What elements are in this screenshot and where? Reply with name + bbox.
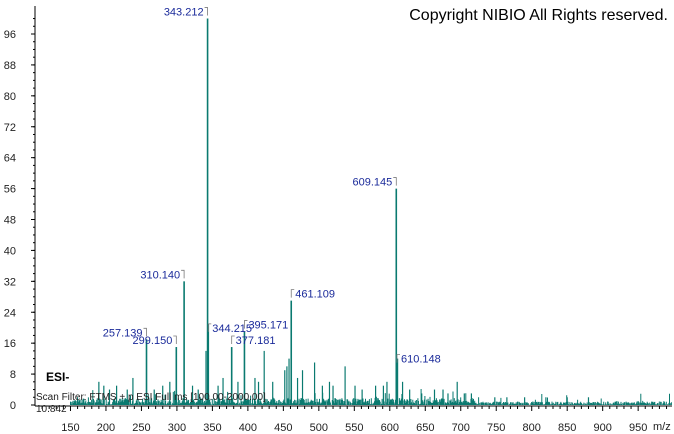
y-tick-label: 72 <box>4 122 16 134</box>
peak-label-299-150: 299.150 <box>133 335 173 347</box>
peak-label-bracket <box>244 320 248 329</box>
x-tick-label: 900 <box>593 422 611 434</box>
y-tick-label: 48 <box>4 215 16 227</box>
x-tick-label: 250 <box>132 422 150 434</box>
peak-label-bracket <box>181 269 185 279</box>
y-tick-label: 0 <box>10 400 16 412</box>
peak-label-bracket <box>173 335 177 345</box>
peak-label-610-148: 610.148 <box>401 354 441 366</box>
x-tick-label: 500 <box>310 422 328 434</box>
axes <box>34 6 672 407</box>
peak-label-bracket <box>231 335 235 345</box>
x-tick-label: 700 <box>452 422 470 434</box>
x-tick-label: 850 <box>558 422 576 434</box>
x-tick-label: 450 <box>274 422 292 434</box>
peak-label-bracket <box>204 7 208 16</box>
x-tick-label: 650 <box>416 422 434 434</box>
peak-label-bracket <box>207 323 212 332</box>
x-tick-label: 400 <box>239 422 257 434</box>
y-ticks: 0 8 16 24 32 40 48 56 64 72 80 88 96 <box>4 18 35 412</box>
y-tick-label: 56 <box>4 184 16 196</box>
copyright-text: Copyright NIBIO All Rights reserved. <box>409 7 668 24</box>
x-tick-label: 550 <box>345 422 363 434</box>
y-tick-label: 88 <box>4 60 16 72</box>
y-tick-label: 40 <box>4 245 16 257</box>
peak-labels: 343.212 609.145 310.140 461.109 344.215 299.1… <box>103 7 441 366</box>
x-tick-label: 300 <box>168 422 186 434</box>
peak-label-344-215: 344.215 <box>212 323 252 335</box>
y-tick-label: 64 <box>4 153 16 165</box>
y-tick-label: 32 <box>4 276 16 288</box>
x-tick-label: 950 <box>629 422 647 434</box>
scan-filter-text: Scan Filter: FTMS + p ESI Full ms [100.0… <box>36 392 266 403</box>
y-tick-label: 24 <box>4 307 16 319</box>
ion-mode-label: ESI- <box>46 370 69 384</box>
peak-label-257-139: 257.139 <box>103 327 143 339</box>
x-ticks: 150 200 250 300 350 400 450 500 550 600 650 700 750 8… <box>41 406 668 434</box>
x-tick-label: 800 <box>523 422 541 434</box>
peak-label-310-140: 310.140 <box>140 269 180 281</box>
x-tick-label: 150 <box>61 422 79 434</box>
retention-time-value: 10.842 <box>36 404 67 415</box>
labeled-peaks <box>145 18 398 405</box>
peak-label-395-171: 395.171 <box>248 320 288 332</box>
y-tick-label: 80 <box>4 91 16 103</box>
peak-label-377-181: 377.181 <box>236 335 276 347</box>
x-axis-label: m/z <box>653 421 671 433</box>
x-tick-label: 350 <box>203 422 221 434</box>
peak-label-609-145: 609.145 <box>353 177 393 189</box>
peak-label-bracket <box>396 354 400 363</box>
peak-label-bracket <box>290 289 295 298</box>
x-tick-label: 600 <box>381 422 399 434</box>
peak-label-bracket <box>143 327 147 337</box>
peak-label-461-109: 461.109 <box>295 289 335 301</box>
peak-label-bracket <box>393 177 397 186</box>
x-tick-label: 200 <box>97 422 115 434</box>
peak-label-343-212: 343.212 <box>164 7 204 19</box>
y-tick-label: 8 <box>10 369 16 381</box>
y-tick-label: 96 <box>4 29 16 41</box>
x-tick-label: 750 <box>487 422 505 434</box>
y-tick-label: 16 <box>4 338 16 350</box>
